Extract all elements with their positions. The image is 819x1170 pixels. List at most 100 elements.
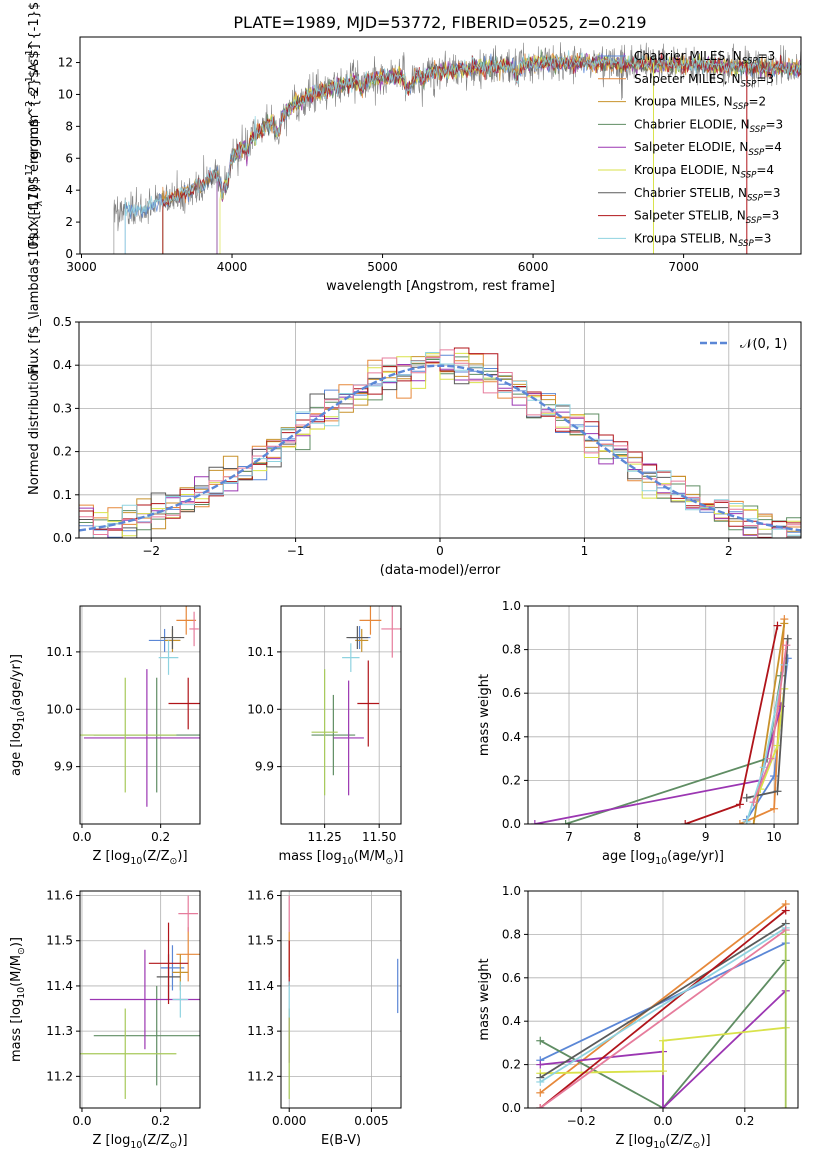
error-bar xyxy=(311,694,356,776)
plot-area xyxy=(311,606,401,796)
weight-marker xyxy=(770,804,779,813)
weight-marker xyxy=(783,634,792,643)
x-axis-label: Z [log10(Z/Z⊙)] xyxy=(92,1133,187,1151)
y-tick-label: 11.5 xyxy=(46,934,73,948)
legend-entry: Salpeter ELODIE, NSSP=4 xyxy=(634,140,782,158)
x-axis-label: (data-model)/error xyxy=(380,563,501,578)
weight-marker xyxy=(773,787,782,796)
x-axis-label: age [log10(age/yr)] xyxy=(602,849,724,867)
error-bar xyxy=(359,606,382,635)
x-tick-label: 0.000 xyxy=(272,1114,306,1128)
model-spectrum xyxy=(124,50,801,254)
plot-area xyxy=(79,347,801,538)
y-tick-label: 0.0 xyxy=(502,1101,521,1115)
x-tick-label: 0.0 xyxy=(653,1114,672,1128)
weight-marker xyxy=(659,1036,667,1045)
weight-series xyxy=(534,706,782,824)
axes-frame xyxy=(280,605,402,825)
weight-series xyxy=(565,675,782,824)
weight-vs-metallicity-panel: −0.2 0.0 0.2 0.0 0.2 0.4 0.6 0.8 1.0 Z [log10(Z/Z… xyxy=(477,884,799,1151)
x-tick-label: 0.0 xyxy=(72,1114,91,1128)
error-bar xyxy=(83,669,200,807)
error-bar xyxy=(311,669,338,796)
weight-marker xyxy=(749,820,758,824)
y-tick-label: 0.6 xyxy=(502,971,521,985)
x-tick-label: −2 xyxy=(142,544,160,558)
weight-marker xyxy=(780,619,789,628)
normal-curve xyxy=(79,364,801,532)
residual-histogram xyxy=(79,349,801,538)
y-tick-label: 0.4 xyxy=(502,730,521,744)
x-tick-label: 10 xyxy=(766,830,781,844)
y-tick-label: 0.8 xyxy=(502,643,521,657)
legend-entry: 𝒩(0, 1) xyxy=(740,337,787,352)
y-tick-label: 10 xyxy=(58,87,73,101)
x-tick-label: 7000 xyxy=(668,260,699,274)
x-tick-label: −0.2 xyxy=(567,1114,596,1128)
error-bar xyxy=(342,643,360,672)
y-tick-label: 0.3 xyxy=(53,401,72,415)
error-bar xyxy=(80,1008,177,1099)
y-tick-label: 0.0 xyxy=(502,817,521,831)
weight-series xyxy=(539,909,787,1108)
y-tick-label: 2 xyxy=(65,215,73,229)
legend: Chabrier MILES, NSSP=3 Salpeter MILES, NS… xyxy=(598,49,783,249)
weight-marker xyxy=(766,754,775,763)
y-tick-label: 6 xyxy=(65,151,73,165)
axes-frame xyxy=(79,890,201,1109)
weight-marker xyxy=(536,1077,545,1086)
y-tick-label: 11.4 xyxy=(46,979,73,993)
y-tick-label: 10.0 xyxy=(46,702,73,716)
error-bar xyxy=(158,640,179,675)
model-spectrum xyxy=(162,50,801,254)
plot-area xyxy=(530,615,792,824)
y-tick-label: 11.5 xyxy=(247,934,274,948)
weight-marker xyxy=(781,930,790,939)
y-axis-label: Normed distribution xyxy=(27,365,42,495)
y-tick-label: 10.1 xyxy=(247,645,274,659)
legend-entry: Chabrier STELIB, NSSP=3 xyxy=(634,186,781,204)
weight-marker xyxy=(782,641,791,650)
y-tick-label: 10.0 xyxy=(247,702,274,716)
plot-area xyxy=(80,895,200,1099)
x-tick-label: 11.25 xyxy=(307,830,341,844)
y-tick-label: 0.8 xyxy=(502,927,521,941)
x-tick-label: 7 xyxy=(565,830,573,844)
weight-marker xyxy=(536,1060,545,1069)
weight-marker xyxy=(742,793,751,802)
weight-marker xyxy=(773,621,782,630)
figure-title: PLATE=1989, MJD=53772, FIBERID=0525, z=0… xyxy=(233,13,646,32)
plot-area xyxy=(288,895,399,1099)
x-tick-label: 5000 xyxy=(367,260,398,274)
weight-marker xyxy=(561,820,570,824)
y-tick-label: 11.4 xyxy=(247,979,274,993)
weight-marker xyxy=(781,1104,790,1108)
weight-series xyxy=(539,959,787,1108)
legend-entry: Kroupa STELIB, NSSP=3 xyxy=(634,231,771,249)
x-axis-label: Z [log10(Z/Z⊙)] xyxy=(615,1133,710,1151)
y-tick-label: 0.2 xyxy=(502,1058,521,1072)
error-bar xyxy=(178,895,199,932)
y-axis-label: Flux [fλ10−17 erg cm−2 s−1 A−1] xyxy=(24,44,45,246)
error-bar xyxy=(80,677,177,793)
plot-area xyxy=(80,606,200,807)
weight-marker xyxy=(735,820,744,824)
error-bar xyxy=(93,985,200,1086)
legend-entry: Kroupa ELODIE, NSSP=4 xyxy=(634,163,774,181)
axes-frame xyxy=(79,605,201,825)
error-bar xyxy=(333,680,364,796)
x-tick-label: 11.50 xyxy=(362,830,396,844)
age-vs-metallicity-panel: 0.0 0.2 9.9 10.0 10.1 Z [log10(Z/Z⊙)] age [log… xyxy=(9,605,201,867)
x-axis-label: E(B-V) xyxy=(321,1133,361,1148)
error-bar xyxy=(172,981,189,1018)
x-axis-label: Z [log10(Z/Z⊙)] xyxy=(92,849,187,867)
y-tick-label: 1.0 xyxy=(502,884,521,898)
legend-entry: Chabrier MILES, NSSP=3 xyxy=(634,49,775,67)
y-axis-label: mass weight xyxy=(477,674,492,756)
y-tick-label: 9.9 xyxy=(54,760,73,774)
y-tick-label: 1.0 xyxy=(502,599,521,613)
y-tick-label: 9.9 xyxy=(255,760,274,774)
y-tick-label: 8 xyxy=(65,119,73,133)
error-bar xyxy=(189,611,199,647)
